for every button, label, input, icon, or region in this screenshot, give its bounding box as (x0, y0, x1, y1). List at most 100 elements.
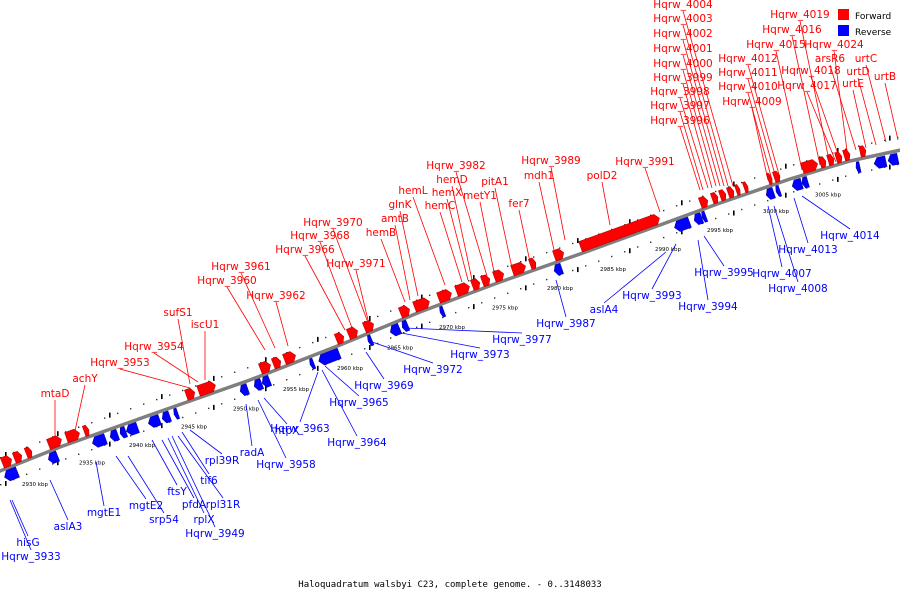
forward-gene-label: Hqrw_3999 (653, 72, 712, 84)
reverse-gene-label: Hqrw_3964 (327, 437, 387, 449)
reverse-gene-label: Hqrw_3969 (354, 380, 413, 392)
forward-leader-line (518, 209, 531, 263)
forward-leader-line (865, 64, 887, 143)
reverse-gene (119, 426, 128, 439)
reverse-gene-label: Hqrw_3977 (492, 334, 551, 346)
forward-gene (480, 274, 491, 288)
forward-leader-line (538, 181, 555, 251)
forward-gene (345, 326, 358, 340)
reverse-leader-line (299, 371, 319, 423)
reverse-gene-label: aslA3 (54, 521, 83, 533)
forward-gene (818, 156, 827, 169)
forward-gene (528, 257, 537, 270)
forward-leader-line (644, 167, 661, 213)
forward-leader-line (319, 241, 353, 329)
legend-reverse-swatch (838, 25, 849, 36)
forward-gene-label: sufS1 (163, 307, 192, 319)
forward-gene (510, 261, 526, 277)
forward-gene-label: fer7 (508, 198, 529, 210)
reverse-leader-line (161, 439, 195, 499)
forward-gene-label: hemD (436, 174, 467, 186)
forward-gene-label: mtaD (41, 388, 70, 400)
reverse-gene (126, 421, 140, 436)
reverse-gene-label: Hqrw_3972 (403, 364, 462, 376)
forward-gene (333, 332, 344, 345)
reverse-gene (262, 374, 273, 388)
forward-leader-line (394, 224, 411, 301)
forward-leader-line (884, 82, 899, 141)
forward-gene-label: Hqrw_3966 (275, 244, 335, 256)
reverse-leader-line (324, 365, 360, 397)
reverse-leader-line (245, 403, 253, 447)
forward-leader-line (355, 269, 369, 321)
reverse-gene (887, 152, 900, 166)
forward-leader-line (791, 35, 821, 166)
forward-gene-label: urtD (846, 66, 869, 78)
forward-leader-line (857, 77, 877, 146)
forward-leader-line (682, 54, 721, 187)
forward-gene (454, 282, 470, 297)
forward-gene-label: hemB (366, 227, 397, 239)
reverse-gene-label: Hqrw_4013 (778, 244, 837, 256)
forward-gene-label: Hqrw_4024 (804, 39, 864, 51)
reverse-gene (254, 378, 265, 391)
legend-forward-label: Forward (855, 12, 891, 22)
forward-gene-label: hemC (425, 200, 456, 212)
reverse-gene-label: Hqrw_4014 (820, 230, 880, 242)
reverse-gene (92, 433, 108, 448)
forward-gene (842, 149, 851, 162)
reverse-gene (309, 357, 317, 370)
reverse-gene-label: Hqrw_3973 (450, 349, 509, 361)
reverse-gene-label: mgtE1 (87, 507, 121, 519)
reverse-gene (693, 212, 704, 225)
reverse-gene-label: Hqrw_3958 (256, 459, 315, 471)
reverse-gene (701, 210, 709, 223)
forward-leader-line (852, 89, 867, 149)
reverse-leader-line (703, 235, 725, 267)
reverse-leader-line (767, 205, 783, 268)
forward-leader-line (119, 368, 191, 389)
reverse-gene-label: Hqrw_3995 (694, 267, 753, 279)
forward-leader-line (747, 92, 773, 181)
reverse-leader-line (115, 455, 147, 500)
forward-leader-line (455, 171, 488, 277)
forward-leader-line (682, 69, 717, 187)
forward-gene (492, 269, 504, 283)
forward-leader-line (153, 352, 199, 383)
reverse-gene (765, 187, 776, 200)
forward-gene-label: Hqrw_4002 (653, 28, 712, 40)
reverse-gene (148, 414, 162, 428)
forward-leader-line (380, 238, 406, 303)
reverse-gene (367, 334, 375, 347)
reverse-leader-line (167, 437, 205, 514)
scale-label: 2950 kbp (233, 406, 259, 412)
reverse-leader-line (801, 195, 851, 230)
reverse-gene-label: Hqrw_3965 (329, 397, 388, 409)
forward-leader-line (682, 83, 713, 189)
reverse-gene-label: tif6 (200, 475, 218, 487)
forward-leader-line (679, 126, 701, 191)
forward-leader-line (240, 272, 276, 349)
reverse-gene-label: Hqrw_3987 (536, 318, 595, 330)
forward-gene (0, 455, 12, 469)
forward-gene (270, 356, 281, 370)
forward-leader-line (682, 10, 734, 187)
reverse-leader-line (773, 205, 799, 283)
forward-gene (772, 170, 781, 183)
forward-leader-line (747, 64, 781, 179)
forward-leader-line (829, 64, 857, 151)
reverse-gene-label: pfdA (182, 499, 207, 511)
reverse-gene (439, 305, 447, 318)
forward-gene (397, 305, 410, 319)
scale-label: 2980 kbp (547, 286, 573, 292)
reverse-gene-label: Hqrw_3994 (678, 301, 738, 313)
forward-gene (282, 351, 296, 366)
scale-label: 2935 kbp (79, 461, 105, 467)
forward-gene (826, 153, 835, 167)
forward-gene (834, 151, 843, 164)
forward-leader-line (451, 185, 473, 281)
forward-gene-label: Hqrw_3962 (246, 290, 305, 302)
scale-label: 2995 kbp (707, 228, 733, 234)
forward-gene (470, 278, 481, 291)
forward-gene-label: urtB (874, 71, 896, 83)
